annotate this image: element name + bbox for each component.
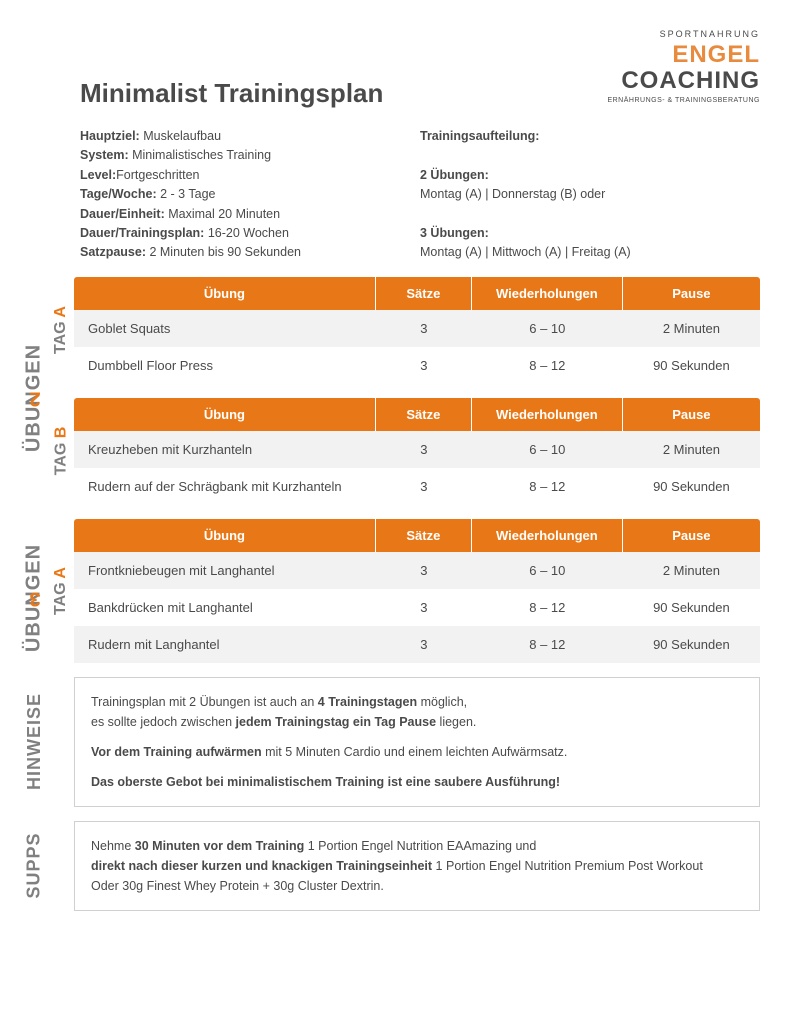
table-row: Frontkniebeugen mit Langhantel36 – 102 M…: [74, 552, 760, 589]
meta-heading: Trainingsaufteilung:: [420, 129, 539, 143]
table-row: Rudern mit Langhantel38 – 1290 Sekunden: [74, 626, 760, 663]
section-label-3: 3 ÜBUNGEN: [20, 519, 48, 677]
meta-value: 16-20 Wochen: [204, 226, 289, 240]
logo-engel: ENGEL: [672, 41, 760, 68]
th-reps: Wiederholungen: [472, 398, 623, 431]
meta-label: Satzpause:: [80, 245, 146, 259]
th-reps: Wiederholungen: [472, 277, 623, 310]
th-exercise: Übung: [74, 398, 376, 431]
table-row: Bankdrücken mit Langhantel38 – 1290 Seku…: [74, 589, 760, 626]
page-title: Minimalist Trainingsplan: [80, 78, 383, 109]
hinweise-box: Trainingsplan mit 2 Übungen ist auch an …: [74, 677, 760, 807]
meta-value: 2 - 3 Tage: [157, 187, 216, 201]
meta-subheading: 3 Übungen:: [420, 226, 489, 240]
meta-value: Muskelaufbau: [140, 129, 221, 143]
tag-a-2-section: TAG A Übung Sätze Wiederholungen Pause G…: [48, 277, 760, 384]
meta-value: Maximal 20 Minuten: [165, 207, 280, 221]
supps-label: SUPPS: [20, 821, 48, 911]
meta-label: Hauptziel:: [80, 129, 140, 143]
th-pause: Pause: [623, 398, 760, 431]
table-row: Dumbbell Floor Press38 – 1290 Sekunden: [74, 347, 760, 384]
tag-label-b: TAG B: [48, 398, 74, 505]
hinweise-section: HINWEISE Trainingsplan mit 2 Übungen ist…: [20, 677, 760, 807]
meta-value: 2 Minuten bis 90 Sekunden: [146, 245, 301, 259]
supps-section: SUPPS Nehme 30 Minuten vor dem Training …: [20, 821, 760, 911]
table-row: Kreuzheben mit Kurzhanteln36 – 102 Minut…: [74, 431, 760, 468]
th-pause: Pause: [623, 519, 760, 552]
logo: SPORTNAHRUNG ENGEL COACHING ERNÄHRUNGS- …: [607, 30, 760, 104]
supps-box: Nehme 30 Minuten vor dem Training 1 Port…: [74, 821, 760, 911]
meta-label: Dauer/Einheit:: [80, 207, 165, 221]
tag-b-2-section: TAG B Übung Sätze Wiederholungen Pause K…: [48, 398, 760, 505]
table-row: Rudern auf der Schrägbank mit Kurzhantel…: [74, 468, 760, 505]
tag-label-a: TAG A: [48, 277, 74, 384]
th-exercise: Übung: [74, 519, 376, 552]
tag-a-3-section: TAG A Übung Sätze Wiederholungen Pause F…: [48, 519, 760, 663]
table-tag-a-2: Übung Sätze Wiederholungen Pause Goblet …: [74, 277, 760, 384]
meta-label: System:: [80, 148, 129, 162]
meta-left: Hauptziel: Muskelaufbau System: Minimali…: [80, 127, 420, 263]
logo-sub: ERNÄHRUNGS- & TRAININGSBERATUNG: [607, 97, 760, 105]
th-sets: Sätze: [376, 277, 472, 310]
table-tag-a-3: Übung Sätze Wiederholungen Pause Frontkn…: [74, 519, 760, 663]
th-sets: Sätze: [376, 398, 472, 431]
meta-label: Tage/Woche:: [80, 187, 157, 201]
tag-label-a3: TAG A: [48, 519, 74, 663]
meta-subheading: 2 Übungen:: [420, 168, 489, 182]
meta-label: Dauer/Trainingsplan:: [80, 226, 204, 240]
meta-label: Level:: [80, 168, 116, 182]
th-exercise: Übung: [74, 277, 376, 310]
meta-value: Minimalistisches Training: [129, 148, 271, 162]
meta-block: Hauptziel: Muskelaufbau System: Minimali…: [80, 127, 760, 263]
section-label-2: 2 ÜBUNGEN: [20, 277, 48, 519]
logo-top: SPORTNAHRUNG: [607, 30, 760, 40]
meta-right: Trainingsaufteilung: 2 Übungen: Montag (…: [420, 127, 760, 263]
meta-text: Montag (A) | Donnerstag (B) oder: [420, 185, 760, 204]
meta-text: Montag (A) | Mittwoch (A) | Freitag (A): [420, 243, 760, 262]
meta-value: Fortgeschritten: [116, 168, 199, 182]
table-row: Goblet Squats36 – 102 Minuten: [74, 310, 760, 347]
logo-coaching: COACHING: [621, 67, 760, 94]
table-tag-b-2: Übung Sätze Wiederholungen Pause Kreuzhe…: [74, 398, 760, 505]
th-reps: Wiederholungen: [472, 519, 623, 552]
logo-main: ENGEL COACHING: [607, 42, 760, 95]
hinweise-label: HINWEISE: [20, 677, 48, 807]
header: Minimalist Trainingsplan SPORTNAHRUNG EN…: [80, 30, 760, 109]
th-sets: Sätze: [376, 519, 472, 552]
th-pause: Pause: [623, 277, 760, 310]
